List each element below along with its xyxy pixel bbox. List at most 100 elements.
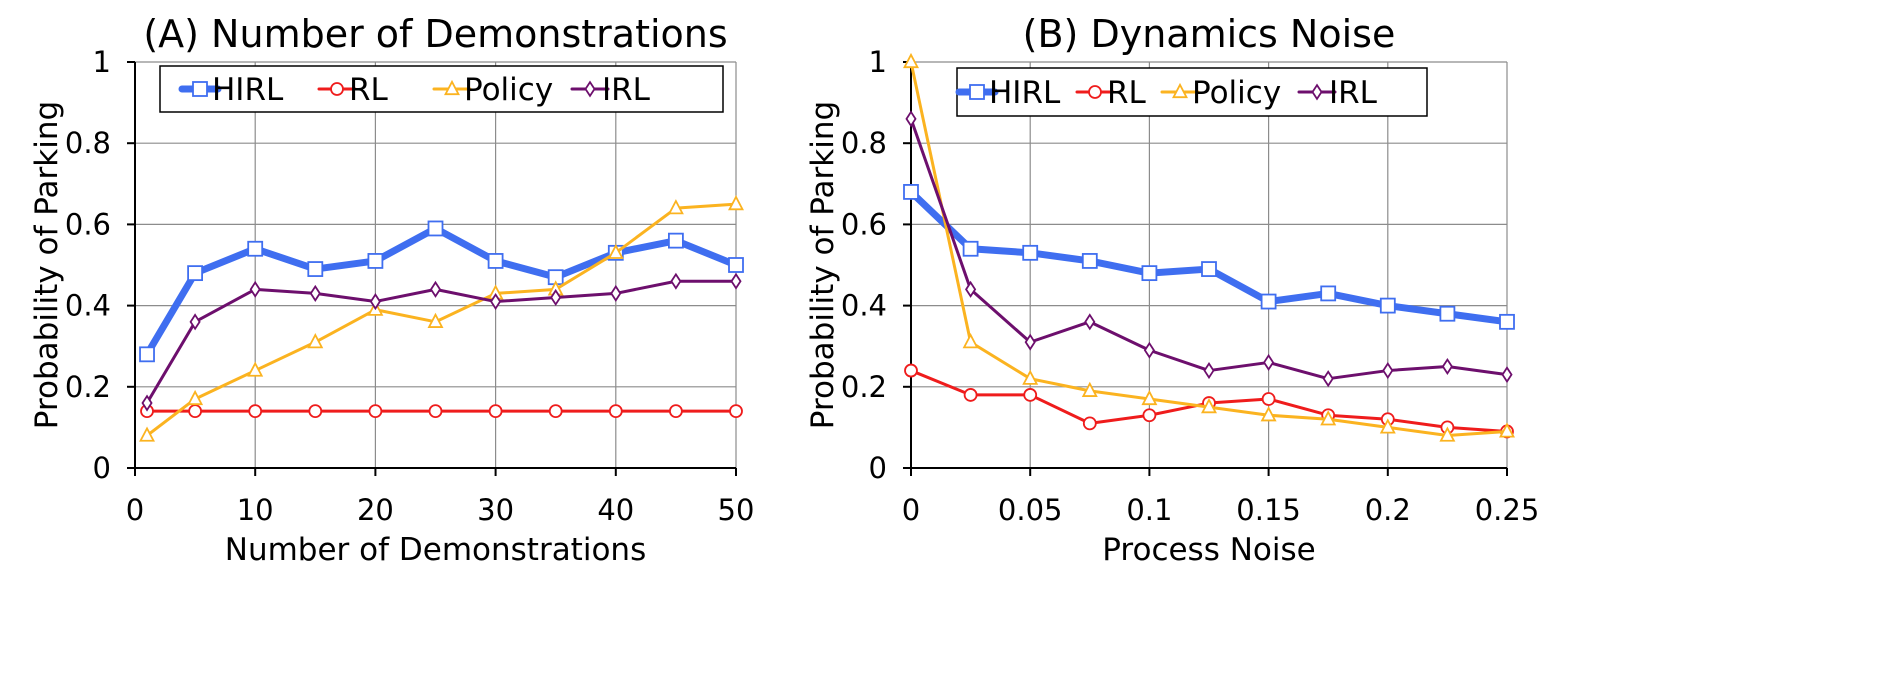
y-axis-label: Probability of Parking [29,101,65,429]
data-point-irl [1263,353,1275,371]
x-tick-label: 50 [718,493,755,527]
data-point-hirl [427,220,444,237]
x-tick-label: 0.1 [1126,493,1172,527]
data-point-hirl [139,346,155,363]
x-tick-label: 0 [126,493,144,527]
data-point-rl [308,404,323,419]
legend-label: IRL [1329,75,1378,111]
data-point-hirl [962,240,979,257]
legend-label: HIRL [212,72,284,108]
data-point-hirl [1260,293,1277,310]
data-point-hirl [1439,305,1456,322]
y-tick-label: 0.6 [65,207,111,241]
series-irl [905,110,1513,388]
chart-title: (A) Number of Demonstrations [143,12,727,56]
data-point-rl [1142,408,1157,423]
series-hirl [903,184,1515,330]
x-axis-label: Number of Demonstrations [225,532,646,568]
legend-swatch-marker [330,82,344,96]
data-point-hirl [307,261,324,277]
y-tick-label: 0 [869,451,887,485]
data-point-irl [309,284,321,302]
data-point-irl [1203,362,1215,380]
data-point-policy [1499,422,1515,438]
legend-swatch-marker [1172,82,1188,99]
data-point-hirl [487,253,504,269]
legend-item-irl: IRL [570,72,651,108]
data-point-policy [1201,398,1217,414]
legend-item-hirl: HIRL [178,72,284,108]
data-point-hirl [247,240,264,257]
legend-swatch-marker [1088,85,1102,99]
legend-swatch-marker [969,84,985,100]
x-tick-label: 0.25 [1475,493,1540,527]
series-line-hirl [907,188,1511,326]
data-point-irl [610,284,622,302]
data-point-policy [1320,410,1337,426]
data-point-policy [1379,418,1396,434]
legend-label: RL [349,72,389,108]
data-point-hirl [728,257,744,273]
data-point-rl [608,404,623,419]
x-tick-label: 40 [597,493,634,527]
data-point-irl [550,288,562,307]
data-point-policy [1081,381,1098,397]
y-tick-label: 0.8 [841,126,887,160]
data-point-rl [1023,388,1038,402]
series-irl [141,272,742,412]
data-point-irl [1382,362,1394,380]
data-point-policy [139,426,156,442]
data-point-irl [965,280,977,298]
series-policy [903,52,1515,442]
legend-swatch-marker [584,80,596,98]
data-point-irl [1322,370,1334,388]
series-line-irl [145,279,738,405]
x-tick-label: 20 [357,493,394,527]
data-point-policy [667,199,684,215]
legend-item-policy: Policy [1160,75,1281,111]
data-point-policy [427,312,444,328]
legend-swatch-marker [444,79,460,96]
data-point-rl [368,404,383,419]
data-point-policy [187,389,204,406]
x-tick-label: 0 [902,493,920,527]
data-point-rl [188,404,203,419]
chart-panel-b: 0 0.2 0.4 0.6 0.8 1 0 0.05 0.1 0.15 0.2 0.25 (B) Dyn… [805,12,1539,568]
data-point-irl [1441,357,1453,376]
data-point-policy [962,333,979,349]
data-point-hirl [1499,313,1515,330]
y-tick-label: 0.2 [841,370,887,404]
x-tick-label: 10 [237,493,274,527]
data-point-irl [730,272,742,290]
legend-item-policy: Policy [432,72,553,108]
data-point-irl [670,272,682,290]
data-point-rl [428,404,443,419]
legend: HIRL RL Policy IRL [159,65,724,113]
legend-swatch-marker [1311,83,1323,101]
data-point-irl [490,292,502,311]
legend-item-irl: IRL [1297,75,1378,111]
data-point-policy [1260,406,1277,422]
data-point-rl [729,404,743,419]
y-tick-label: 1 [869,45,887,79]
y-axis-label: Probability of Parking [805,101,841,429]
chart-title: (B) Dynamics Noise [1023,12,1396,56]
series-policy [139,195,744,442]
data-point-irl [369,292,381,311]
data-point-hirl [903,184,919,200]
data-point-rl [248,404,263,419]
y-tick-label: 0.8 [65,126,111,160]
chart-panel-a: 00.20.40.60.810 10 20 30 40 50(A) Number of D… [29,12,754,568]
legend-label: RL [1107,75,1147,111]
y-tick-label: 0 [93,451,111,485]
legend: HIRL RL Policy IRL [955,67,1428,117]
y-tick-label: 0.4 [65,289,111,323]
data-point-irl [905,110,917,128]
x-tick-label: 0.2 [1365,493,1411,527]
y-tick-label: 0.2 [65,370,111,404]
data-point-irl [141,394,153,412]
legend-item-rl: RL [1075,75,1147,111]
data-point-rl [963,388,978,402]
data-point-hirl [1022,244,1039,261]
